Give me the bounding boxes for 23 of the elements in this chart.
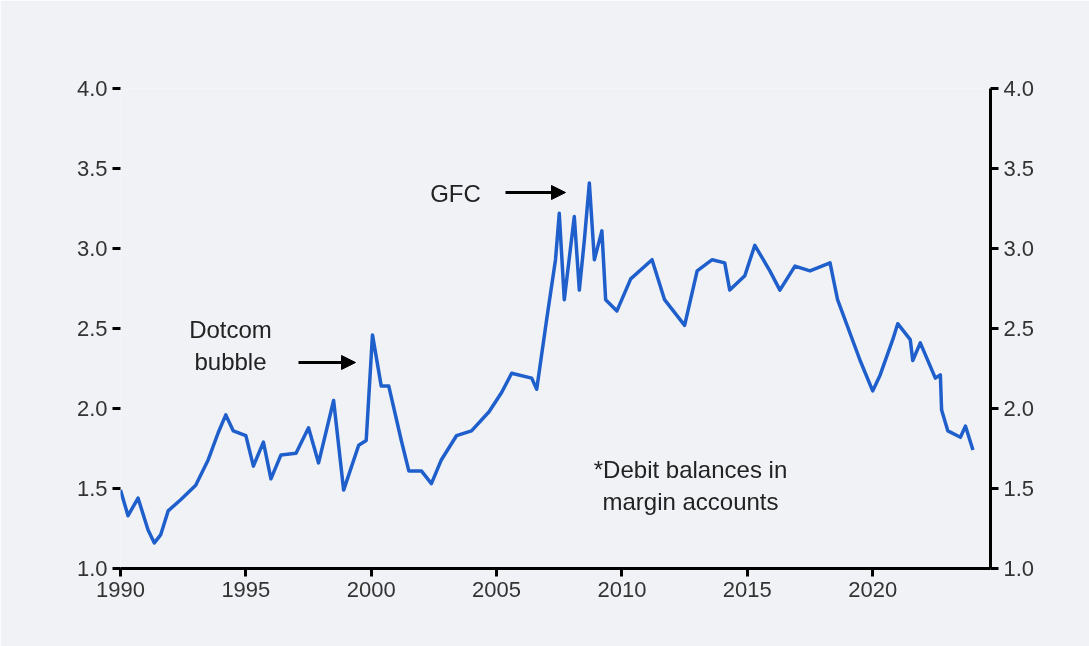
y-tick-label: 3.5 [76, 156, 108, 181]
x-tick-label: 2000 [346, 576, 396, 602]
y-tick-label: 1.5 [76, 476, 108, 501]
y2-tick-label: 1.0 [1003, 556, 1035, 581]
annotation: Dotcom bubble [189, 315, 272, 376]
x-tick-label: 2010 [597, 576, 647, 602]
x-tick-label: 2020 [848, 576, 898, 602]
y-tick-label: 4.0 [76, 76, 108, 101]
y2-tick-label: 1.5 [1003, 476, 1035, 501]
line-series [120, 181, 975, 545]
x-tick-label: 2005 [472, 576, 522, 602]
y2-tick-label: 4.0 [1003, 76, 1035, 101]
x-tick-label: 1995 [221, 576, 271, 602]
y2-tick-label: 2.0 [1003, 396, 1035, 421]
annotation: GFC [430, 180, 481, 207]
y2-tick-label: 3.0 [1003, 236, 1035, 261]
x-tick-label: 2015 [722, 576, 772, 602]
y-tick-label: 2.5 [76, 316, 108, 341]
y-tick-label: 3.0 [76, 236, 108, 261]
annotation: *Debit balances in margin accounts [593, 455, 788, 516]
y2-tick-label: 3.5 [1003, 156, 1035, 181]
y2-tick-label: 2.5 [1003, 316, 1035, 341]
y-tick-label: 2.0 [76, 396, 108, 421]
